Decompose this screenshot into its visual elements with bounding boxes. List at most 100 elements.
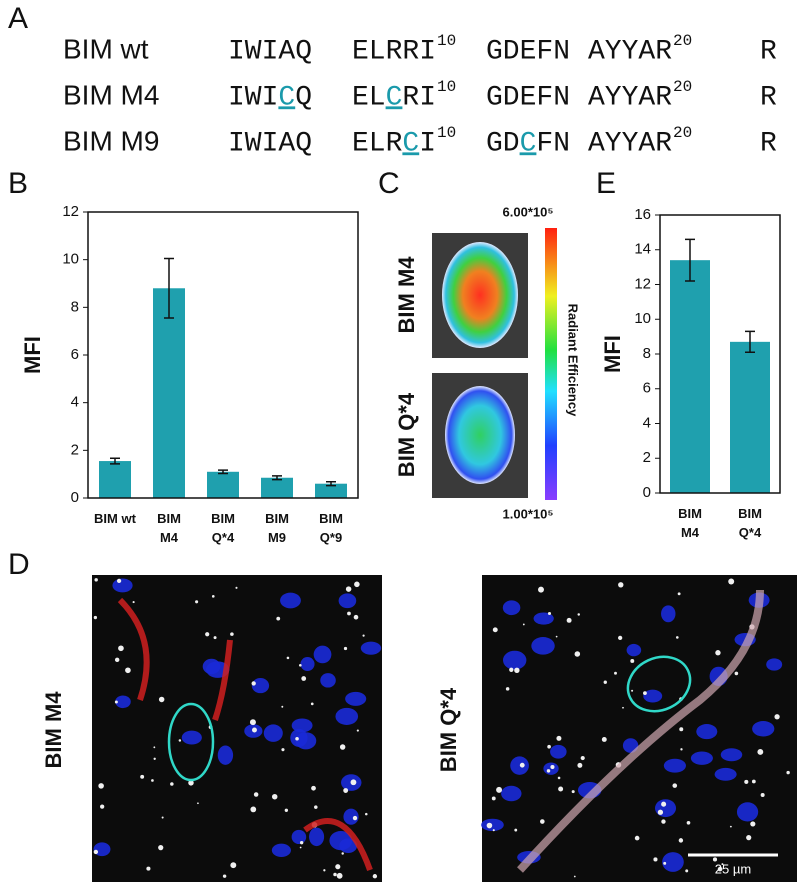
speck <box>760 793 765 798</box>
speck <box>746 835 752 841</box>
plot-frame <box>87 211 359 499</box>
y-tick-label: 8 <box>643 345 651 362</box>
scale-title: Radiant Efficiency <box>566 304 581 417</box>
speck <box>146 866 151 871</box>
speck <box>93 849 99 855</box>
speck <box>335 864 341 870</box>
speck <box>178 739 182 742</box>
signal-blob <box>442 242 518 348</box>
speck <box>686 820 691 825</box>
speck <box>496 786 503 793</box>
x-tick-label: BIM M4 <box>157 511 181 545</box>
nucleus <box>263 724 283 742</box>
sequence-residues: AYYAR <box>588 82 672 113</box>
nucleus <box>295 732 317 750</box>
speck <box>712 857 718 862</box>
speck <box>341 852 344 855</box>
speck <box>323 869 326 872</box>
nucleus <box>766 658 783 671</box>
speck <box>566 617 572 623</box>
speck <box>347 611 351 616</box>
speck <box>281 705 284 708</box>
nucleus <box>662 852 684 872</box>
residue-number: 20 <box>673 78 692 96</box>
speck <box>356 729 359 732</box>
color-scale <box>545 228 557 500</box>
speck <box>540 819 545 824</box>
nucleus <box>720 748 743 762</box>
sequence-residues: AYYAR <box>588 128 672 159</box>
sequence-residues: ELRRI <box>352 36 436 67</box>
sequence-residues: RI <box>402 82 436 113</box>
speck <box>230 632 234 636</box>
speck <box>301 676 307 681</box>
panel-label: B <box>8 167 28 200</box>
speck <box>631 689 634 692</box>
speck <box>140 774 145 779</box>
speck <box>757 749 764 755</box>
panel-label: E <box>596 167 616 200</box>
speck <box>679 727 684 732</box>
nucleus <box>217 745 234 765</box>
region-marker <box>167 702 215 782</box>
bar <box>315 483 347 498</box>
y-tick-label: 10 <box>634 310 651 327</box>
nucleus <box>291 829 307 845</box>
sequence-residues: ELR <box>352 128 403 159</box>
nucleus <box>345 691 367 706</box>
mutated-residue: C <box>520 128 537 159</box>
nucleus <box>329 830 353 851</box>
sequence-residues: R <box>760 82 777 113</box>
speck <box>728 578 735 585</box>
x-tick-label: BIM Q*4 <box>211 511 235 545</box>
speck <box>774 714 780 720</box>
speck <box>538 586 544 593</box>
nucleus <box>502 650 527 670</box>
sequence-residues: IWI <box>228 82 278 113</box>
y-tick-label: 12 <box>62 203 79 220</box>
speck <box>618 582 624 588</box>
speck <box>158 696 165 703</box>
speck <box>372 874 378 879</box>
nucleus <box>280 592 301 609</box>
speck <box>336 872 343 879</box>
speck <box>339 744 346 750</box>
nucleus <box>550 744 567 759</box>
speck <box>715 650 721 656</box>
sequence-residues: GDEFN <box>486 82 570 113</box>
speck <box>188 780 194 786</box>
speck <box>556 735 562 741</box>
nucleus <box>690 751 713 765</box>
speck <box>672 783 678 788</box>
speck <box>519 762 525 768</box>
speck <box>643 691 647 696</box>
nucleus <box>543 762 559 775</box>
speck <box>118 645 124 652</box>
residue-number: 20 <box>673 124 692 142</box>
sequence-residues: R <box>760 128 777 159</box>
speck <box>284 808 289 812</box>
speck <box>197 802 199 805</box>
speck <box>555 635 558 638</box>
speck <box>634 835 640 841</box>
nucleus <box>501 785 522 802</box>
bar <box>99 461 131 498</box>
residue-number: 10 <box>437 32 456 50</box>
speck <box>653 857 658 862</box>
speck <box>522 623 525 626</box>
speck <box>310 702 314 706</box>
speck <box>153 746 156 749</box>
nucleus <box>202 658 221 675</box>
speck <box>354 581 360 588</box>
speck <box>311 785 316 791</box>
nucleus <box>291 718 313 733</box>
speck <box>614 671 617 675</box>
speck <box>365 812 368 816</box>
speck <box>601 737 607 742</box>
panel-label: D <box>8 548 30 581</box>
sequence-residues: FN <box>536 128 570 159</box>
bar <box>153 288 185 498</box>
y-tick-label: 16 <box>634 206 651 223</box>
speck <box>514 828 518 832</box>
scale-max: 6.00*10⁵ <box>503 204 554 219</box>
